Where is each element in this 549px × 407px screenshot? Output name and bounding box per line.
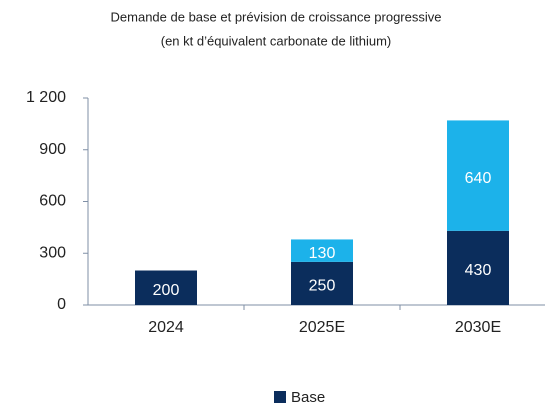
data-label: 640	[465, 170, 492, 187]
data-label: 130	[309, 245, 336, 262]
data-label: 430	[465, 262, 492, 279]
x-tick-label: 2024	[148, 319, 184, 336]
bar-segment	[447, 120, 509, 231]
bar-segment	[291, 261, 353, 305]
data-label: 250	[309, 278, 336, 295]
x-tick-label: 2025E	[299, 319, 345, 336]
y-tick-label: 900	[39, 141, 66, 158]
bar-segment	[291, 239, 353, 262]
y-tick-label: 600	[39, 193, 66, 210]
y-tick-label: 300	[39, 244, 66, 261]
y-tick-label: 1 200	[26, 89, 66, 106]
chart-subtitle: (en kt d’équivalent carbonate de lithium…	[161, 33, 392, 48]
data-label: 200	[153, 282, 180, 299]
legend-label: Base	[291, 389, 325, 406]
x-tick-label: 2030E	[455, 319, 501, 336]
bar-segment	[135, 270, 197, 305]
y-tick-label: 0	[57, 296, 66, 313]
chart-title: Demande de base et prévision de croissan…	[111, 9, 442, 24]
legend-swatch	[274, 391, 286, 403]
bar-segment	[447, 230, 509, 305]
